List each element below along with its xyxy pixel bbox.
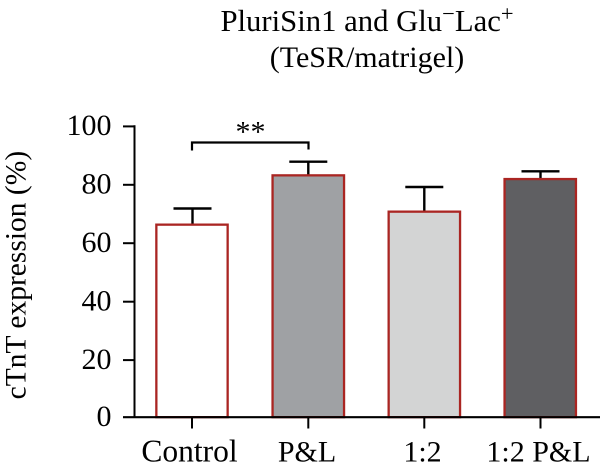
- svg-text:**: **: [236, 116, 266, 149]
- svg-text:(TeSR/matrigel): (TeSR/matrigel): [270, 41, 465, 74]
- svg-text:cTnT expression (%): cTnT expression (%): [0, 151, 32, 400]
- svg-text:40: 40: [82, 284, 112, 317]
- svg-text:100: 100: [67, 109, 112, 142]
- svg-text:P&L: P&L: [278, 436, 336, 469]
- svg-text:0: 0: [97, 400, 112, 433]
- svg-text:20: 20: [82, 343, 112, 376]
- svg-text:80: 80: [82, 168, 112, 201]
- svg-text:Control: Control: [141, 434, 238, 469]
- svg-text:60: 60: [82, 226, 112, 259]
- svg-text:PluriSin1 and Glu−Lac+: PluriSin1 and Glu−Lac+: [220, 1, 513, 38]
- svg-text:1:2: 1:2: [403, 436, 441, 469]
- svg-text:1:2 P&L: 1:2 P&L: [486, 436, 590, 469]
